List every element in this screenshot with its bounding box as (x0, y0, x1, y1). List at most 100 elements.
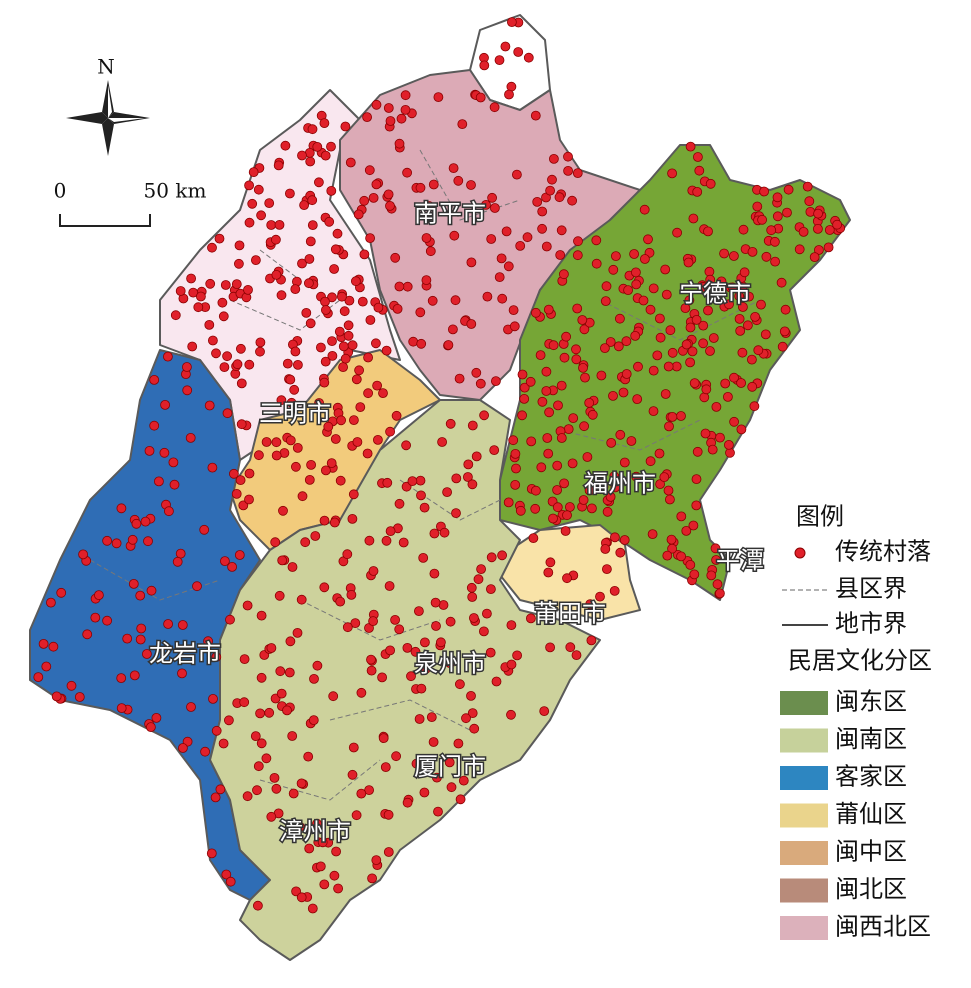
village-point (531, 485, 541, 496)
legend-swatch (780, 728, 828, 753)
village-point (578, 362, 588, 373)
village-point (715, 432, 725, 443)
village-point (324, 216, 335, 227)
village-point (320, 305, 331, 315)
village-point (273, 160, 284, 171)
village-point (234, 550, 245, 560)
village-point (185, 432, 196, 443)
village-point (433, 92, 444, 102)
village-point (591, 258, 602, 269)
village-point (485, 647, 496, 658)
village-point (694, 165, 705, 176)
village-point (428, 737, 439, 747)
village-point (225, 876, 236, 887)
village-point (231, 279, 242, 290)
village-point (559, 478, 569, 489)
village-point (402, 167, 413, 178)
village-point (207, 335, 218, 346)
village-point (266, 811, 277, 822)
village-point (309, 674, 319, 684)
village-point (563, 424, 574, 435)
village-point (747, 381, 758, 392)
village-point (684, 295, 695, 306)
village-point (667, 411, 678, 422)
village-point (234, 240, 245, 251)
village-point (503, 261, 514, 272)
village-point (545, 557, 556, 568)
village-point (623, 285, 633, 296)
village-point (567, 458, 578, 469)
village-point (135, 634, 146, 645)
village-point (221, 869, 232, 880)
village-point (329, 870, 340, 881)
village-point (368, 192, 379, 203)
village-point (832, 219, 842, 230)
village-point (348, 415, 359, 426)
city-label: 平潭 (716, 547, 764, 575)
village-point (466, 582, 477, 593)
village-point (704, 266, 715, 277)
village-point (304, 843, 315, 854)
village-point (685, 357, 695, 368)
village-point (503, 497, 514, 508)
legend-zone: 莆仙区 (835, 800, 907, 828)
village-point (600, 343, 610, 354)
legend-point: 传统村落 (835, 538, 931, 566)
village-point (203, 636, 214, 647)
village-point (707, 444, 718, 455)
village-point (424, 201, 435, 211)
village-point (691, 474, 702, 485)
village-point (685, 560, 696, 570)
village-point (563, 151, 573, 162)
village-point (214, 233, 225, 244)
village-point (355, 402, 366, 413)
village-point (544, 407, 554, 418)
village-point (385, 526, 396, 536)
village-point (568, 413, 579, 424)
village-point (705, 274, 716, 285)
village-point (663, 361, 674, 372)
village-point (317, 837, 328, 848)
village-point (494, 272, 505, 283)
village-point (340, 353, 351, 364)
legend: 图例 传统村落 县区界 地市界 民居文化分区 闽东区闽南区客家区莆仙区闽中区闽北… (780, 503, 932, 941)
village-point (444, 757, 455, 768)
village-point (494, 55, 505, 65)
village-point (415, 307, 426, 318)
village-point (591, 235, 602, 246)
village-point (296, 892, 307, 903)
village-point (329, 517, 340, 528)
village-point (475, 92, 486, 103)
village-point (296, 594, 307, 605)
compass-label: N (97, 55, 115, 79)
village-point (74, 692, 85, 702)
village-point (128, 579, 139, 589)
village-point (347, 340, 358, 351)
village-point (211, 652, 222, 662)
village-point (776, 277, 787, 288)
village-point (102, 535, 112, 546)
village-point (188, 287, 199, 298)
village-point (327, 350, 338, 361)
village-point (703, 305, 713, 316)
village-point (615, 313, 625, 324)
village-point (247, 198, 258, 209)
village-point (427, 295, 438, 306)
village-point (565, 502, 575, 512)
village-point (382, 477, 393, 488)
village-point (814, 245, 824, 255)
village-point (344, 295, 355, 306)
village-point (416, 683, 427, 694)
village-point (266, 643, 277, 653)
village-point (160, 399, 171, 410)
village-point (532, 196, 543, 207)
village-point (319, 515, 330, 526)
village-point (282, 705, 292, 716)
village-point (284, 188, 295, 199)
village-point (567, 195, 577, 206)
village-point (761, 251, 772, 262)
village-point (425, 246, 436, 257)
village-point (373, 302, 384, 313)
village-point (509, 321, 520, 332)
village-point (700, 428, 711, 439)
